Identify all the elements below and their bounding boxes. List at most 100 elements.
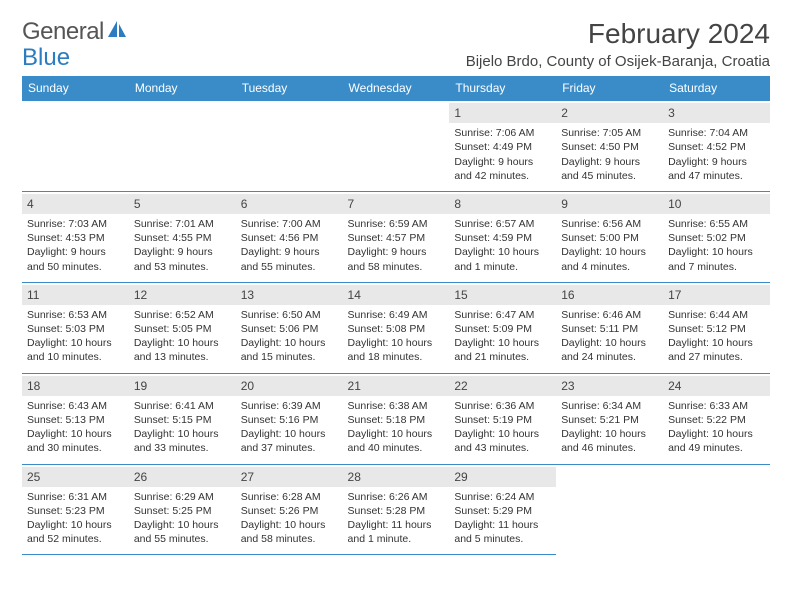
calendar-cell: 15Sunrise: 6:47 AMSunset: 5:09 PMDayligh…: [449, 282, 556, 373]
calendar-cell: 13Sunrise: 6:50 AMSunset: 5:06 PMDayligh…: [236, 282, 343, 373]
daylight-text: and 58 minutes.: [241, 532, 338, 546]
day-number: 6: [236, 194, 343, 214]
day-number: 5: [129, 194, 236, 214]
daylight-text: and 15 minutes.: [241, 350, 338, 364]
sunrise-text: Sunrise: 6:53 AM: [27, 308, 124, 322]
sunrise-text: Sunrise: 6:57 AM: [454, 217, 551, 231]
day-number: 13: [236, 285, 343, 305]
calendar-cell: 5Sunrise: 7:01 AMSunset: 4:55 PMDaylight…: [129, 191, 236, 282]
calendar-cell: 7Sunrise: 6:59 AMSunset: 4:57 PMDaylight…: [343, 191, 450, 282]
daylight-text: and 37 minutes.: [241, 441, 338, 455]
sunset-text: Sunset: 5:19 PM: [454, 413, 551, 427]
calendar-week-row: 18Sunrise: 6:43 AMSunset: 5:13 PMDayligh…: [22, 373, 770, 464]
calendar-cell: 26Sunrise: 6:29 AMSunset: 5:25 PMDayligh…: [129, 464, 236, 555]
sunrise-text: Sunrise: 6:41 AM: [134, 399, 231, 413]
daylight-text: Daylight: 9 hours: [668, 155, 765, 169]
day-number: 10: [663, 194, 770, 214]
calendar-cell: 2Sunrise: 7:05 AMSunset: 4:50 PMDaylight…: [556, 101, 663, 192]
day-number: 4: [22, 194, 129, 214]
daylight-text: Daylight: 10 hours: [454, 336, 551, 350]
daylight-text: Daylight: 10 hours: [454, 427, 551, 441]
daylight-text: Daylight: 10 hours: [27, 336, 124, 350]
day-header: Sunday: [22, 76, 129, 101]
day-number: 27: [236, 467, 343, 487]
day-number: 28: [343, 467, 450, 487]
calendar-cell: 14Sunrise: 6:49 AMSunset: 5:08 PMDayligh…: [343, 282, 450, 373]
sunrise-text: Sunrise: 6:29 AM: [134, 490, 231, 504]
calendar-cell: 10Sunrise: 6:55 AMSunset: 5:02 PMDayligh…: [663, 191, 770, 282]
sunset-text: Sunset: 5:26 PM: [241, 504, 338, 518]
sunset-text: Sunset: 4:57 PM: [348, 231, 445, 245]
day-number: 19: [129, 376, 236, 396]
day-number: 11: [22, 285, 129, 305]
sunrise-text: Sunrise: 6:47 AM: [454, 308, 551, 322]
sunset-text: Sunset: 5:23 PM: [27, 504, 124, 518]
calendar-cell: [22, 101, 129, 192]
sunset-text: Sunset: 5:11 PM: [561, 322, 658, 336]
daylight-text: Daylight: 10 hours: [241, 336, 338, 350]
calendar-cell: [663, 464, 770, 555]
sunrise-text: Sunrise: 7:04 AM: [668, 126, 765, 140]
sunset-text: Sunset: 5:00 PM: [561, 231, 658, 245]
day-number: 3: [663, 103, 770, 123]
calendar-cell: 19Sunrise: 6:41 AMSunset: 5:15 PMDayligh…: [129, 373, 236, 464]
daylight-text: Daylight: 10 hours: [27, 518, 124, 532]
daylight-text: Daylight: 10 hours: [134, 427, 231, 441]
daylight-text: and 21 minutes.: [454, 350, 551, 364]
day-number: 25: [22, 467, 129, 487]
daylight-text: Daylight: 9 hours: [27, 245, 124, 259]
sunrise-text: Sunrise: 6:24 AM: [454, 490, 551, 504]
daylight-text: Daylight: 10 hours: [454, 245, 551, 259]
sunset-text: Sunset: 5:18 PM: [348, 413, 445, 427]
daylight-text: Daylight: 10 hours: [241, 427, 338, 441]
sunrise-text: Sunrise: 6:33 AM: [668, 399, 765, 413]
daylight-text: and 30 minutes.: [27, 441, 124, 455]
sunrise-text: Sunrise: 6:43 AM: [27, 399, 124, 413]
calendar-cell: 16Sunrise: 6:46 AMSunset: 5:11 PMDayligh…: [556, 282, 663, 373]
month-title: February 2024: [588, 18, 770, 50]
daylight-text: and 1 minute.: [348, 532, 445, 546]
daylight-text: and 4 minutes.: [561, 260, 658, 274]
daylight-text: and 52 minutes.: [27, 532, 124, 546]
daylight-text: and 5 minutes.: [454, 532, 551, 546]
location-text: Bijelo Brdo, County of Osijek-Baranja, C…: [22, 53, 770, 70]
daylight-text: Daylight: 9 hours: [561, 155, 658, 169]
calendar-cell: [556, 464, 663, 555]
sunset-text: Sunset: 5:06 PM: [241, 322, 338, 336]
calendar-cell: 18Sunrise: 6:43 AMSunset: 5:13 PMDayligh…: [22, 373, 129, 464]
day-number: 20: [236, 376, 343, 396]
calendar-cell: 23Sunrise: 6:34 AMSunset: 5:21 PMDayligh…: [556, 373, 663, 464]
sunrise-text: Sunrise: 6:26 AM: [348, 490, 445, 504]
day-number: 7: [343, 194, 450, 214]
sunset-text: Sunset: 5:22 PM: [668, 413, 765, 427]
sunset-text: Sunset: 4:50 PM: [561, 140, 658, 154]
calendar-cell: 6Sunrise: 7:00 AMSunset: 4:56 PMDaylight…: [236, 191, 343, 282]
daylight-text: Daylight: 9 hours: [134, 245, 231, 259]
day-number: 17: [663, 285, 770, 305]
daylight-text: Daylight: 10 hours: [241, 518, 338, 532]
daylight-text: Daylight: 10 hours: [561, 245, 658, 259]
day-number: 16: [556, 285, 663, 305]
calendar-cell: 1Sunrise: 7:06 AMSunset: 4:49 PMDaylight…: [449, 101, 556, 192]
day-number: 24: [663, 376, 770, 396]
sunset-text: Sunset: 4:53 PM: [27, 231, 124, 245]
day-header: Saturday: [663, 76, 770, 101]
sunrise-text: Sunrise: 6:49 AM: [348, 308, 445, 322]
header: General February 2024: [22, 18, 770, 50]
sunrise-text: Sunrise: 6:59 AM: [348, 217, 445, 231]
day-header: Friday: [556, 76, 663, 101]
daylight-text: Daylight: 10 hours: [668, 427, 765, 441]
calendar-cell: 3Sunrise: 7:04 AMSunset: 4:52 PMDaylight…: [663, 101, 770, 192]
sunrise-text: Sunrise: 6:39 AM: [241, 399, 338, 413]
daylight-text: Daylight: 10 hours: [134, 336, 231, 350]
sunset-text: Sunset: 5:28 PM: [348, 504, 445, 518]
sunset-text: Sunset: 5:29 PM: [454, 504, 551, 518]
calendar-week-row: 4Sunrise: 7:03 AMSunset: 4:53 PMDaylight…: [22, 191, 770, 282]
calendar-week-row: 1Sunrise: 7:06 AMSunset: 4:49 PMDaylight…: [22, 101, 770, 192]
calendar-cell: 27Sunrise: 6:28 AMSunset: 5:26 PMDayligh…: [236, 464, 343, 555]
day-number: 15: [449, 285, 556, 305]
calendar-cell: 11Sunrise: 6:53 AMSunset: 5:03 PMDayligh…: [22, 282, 129, 373]
calendar-week-row: 11Sunrise: 6:53 AMSunset: 5:03 PMDayligh…: [22, 282, 770, 373]
day-number: 29: [449, 467, 556, 487]
daylight-text: and 49 minutes.: [668, 441, 765, 455]
